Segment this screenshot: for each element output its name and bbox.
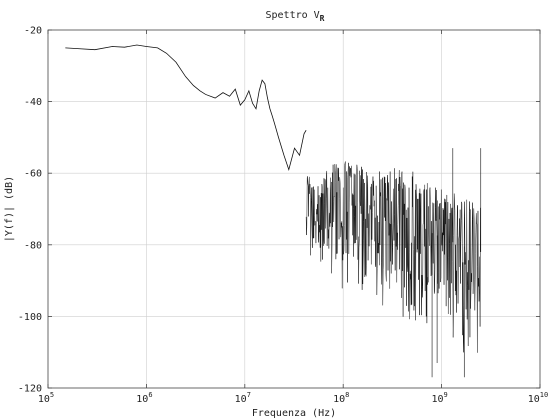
spectrum-line-noise xyxy=(305,161,481,353)
spectrum-line-smooth xyxy=(65,44,307,172)
axis-ticks: 105 106 107 108 109 1010-20-40-60-80-100-120 xyxy=(18,26,548,406)
y-tick-label: -60 xyxy=(24,169,42,180)
x-tick-label: 108 xyxy=(333,391,349,405)
x-tick-label: 107 xyxy=(235,391,251,405)
x-tick-exponent: 8 xyxy=(345,391,349,399)
x-tick-mantissa: 10 xyxy=(528,394,540,405)
x-tick-mantissa: 10 xyxy=(235,394,247,405)
x-axis-label: Frequenza (Hz) xyxy=(252,408,336,419)
data-series xyxy=(65,44,482,378)
x-tick-label: 105 xyxy=(38,391,54,405)
x-tick-mantissa: 10 xyxy=(431,394,443,405)
chart-title: Spettro VR xyxy=(265,10,324,23)
x-tick-exponent: 10 xyxy=(540,391,548,399)
y-axis-label: |Y(f)| (dB) xyxy=(4,176,15,242)
x-tick-label: 1010 xyxy=(528,391,548,405)
x-tick-exponent: 7 xyxy=(247,391,251,399)
plot-frame xyxy=(47,29,541,389)
y-tick-label: -20 xyxy=(24,26,42,37)
x-tick-label: 106 xyxy=(136,391,152,405)
x-tick-exponent: 6 xyxy=(148,391,152,399)
y-tick-label: -40 xyxy=(24,97,42,108)
y-tick-label: -100 xyxy=(18,312,42,323)
x-tick-mantissa: 10 xyxy=(38,394,50,405)
chart-title-main: Spettro V xyxy=(265,10,319,21)
y-tick-label: -80 xyxy=(24,240,42,251)
x-tick-label: 109 xyxy=(431,391,447,405)
x-tick-exponent: 5 xyxy=(50,391,54,399)
chart-title-subscript: R xyxy=(320,14,325,23)
x-tick-mantissa: 10 xyxy=(333,394,345,405)
x-tick-mantissa: 10 xyxy=(136,394,148,405)
x-tick-exponent: 9 xyxy=(444,391,448,399)
y-tick-label: -120 xyxy=(18,384,42,395)
